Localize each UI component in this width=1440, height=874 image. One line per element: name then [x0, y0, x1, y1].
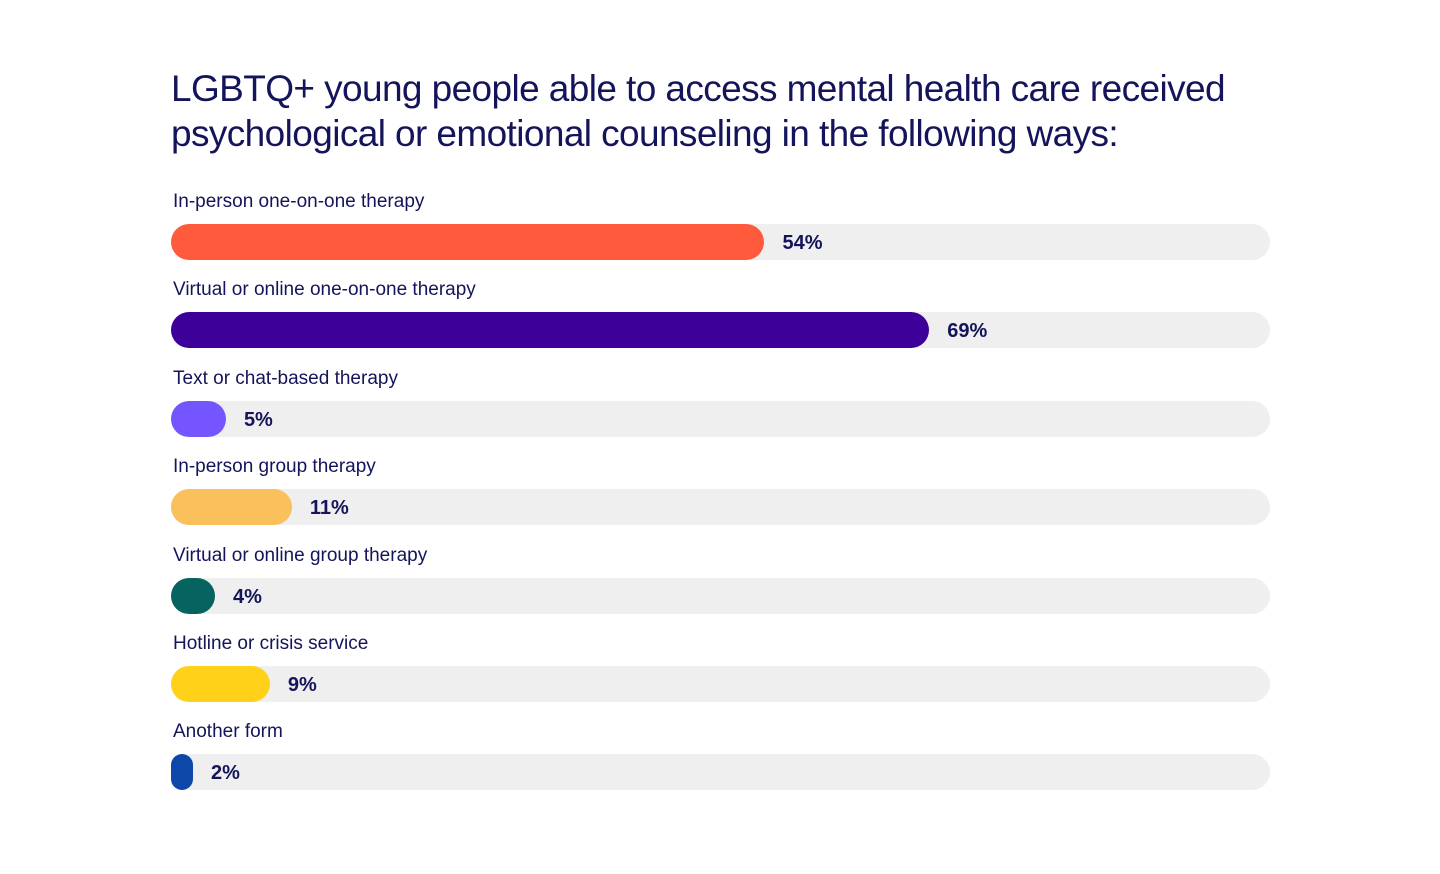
- bar-track: 2%: [171, 754, 1270, 791]
- value-label: 5%: [243, 408, 273, 431]
- bar-track: 11%: [171, 489, 1270, 526]
- bar: [171, 665, 270, 702]
- category-label: Virtual or online group therapy: [173, 544, 428, 566]
- bar-row: Text or chat-based therapy 5%: [171, 367, 1271, 455]
- category-label: Another form: [173, 721, 283, 743]
- bar-row: Virtual or online one-on-one therapy 69%: [171, 278, 1271, 366]
- category-label: In-person group therapy: [173, 456, 376, 478]
- value-label: 11%: [309, 497, 349, 520]
- value-label: 9%: [287, 673, 317, 696]
- chart-title: LGBTQ+ young people able to access menta…: [171, 68, 1226, 154]
- category-label: In-person one-on-one therapy: [173, 191, 425, 212]
- bar-track: 69%: [171, 312, 1270, 349]
- value-label: 54%: [782, 232, 823, 254]
- value-label: 2%: [211, 762, 240, 785]
- bar: [171, 489, 292, 526]
- bar-row: In-person one-on-one therapy 54%: [171, 190, 1271, 278]
- bar-track: 5%: [171, 400, 1270, 437]
- bar: [171, 312, 930, 349]
- value-label: 69%: [947, 320, 988, 343]
- bar-track: 54%: [171, 224, 1270, 260]
- bar-track: 9%: [171, 665, 1270, 702]
- category-label: Text or chat-based therapy: [173, 367, 398, 389]
- bar: [171, 577, 215, 614]
- bar-row: Hotline or crisis service 9%: [171, 632, 1271, 720]
- chart: LGBTQ+ young people able to access menta…: [171, 66, 1271, 809]
- value-label: 4%: [232, 585, 262, 608]
- bar-row: In-person group therapy 11%: [171, 455, 1271, 543]
- bar-track: 4%: [171, 577, 1270, 614]
- category-label: Hotline or crisis service: [173, 632, 369, 654]
- bar: [171, 400, 226, 437]
- category-label: Virtual or online one-on-one therapy: [173, 279, 476, 301]
- bar-rows: In-person one-on-one therapy 54% Virtual o…: [171, 190, 1271, 809]
- bar: [171, 754, 193, 791]
- bar-row: Virtual or online group therapy 4%: [171, 544, 1271, 632]
- bar: [171, 224, 765, 260]
- bar-row: Another form 2%: [171, 720, 1271, 808]
